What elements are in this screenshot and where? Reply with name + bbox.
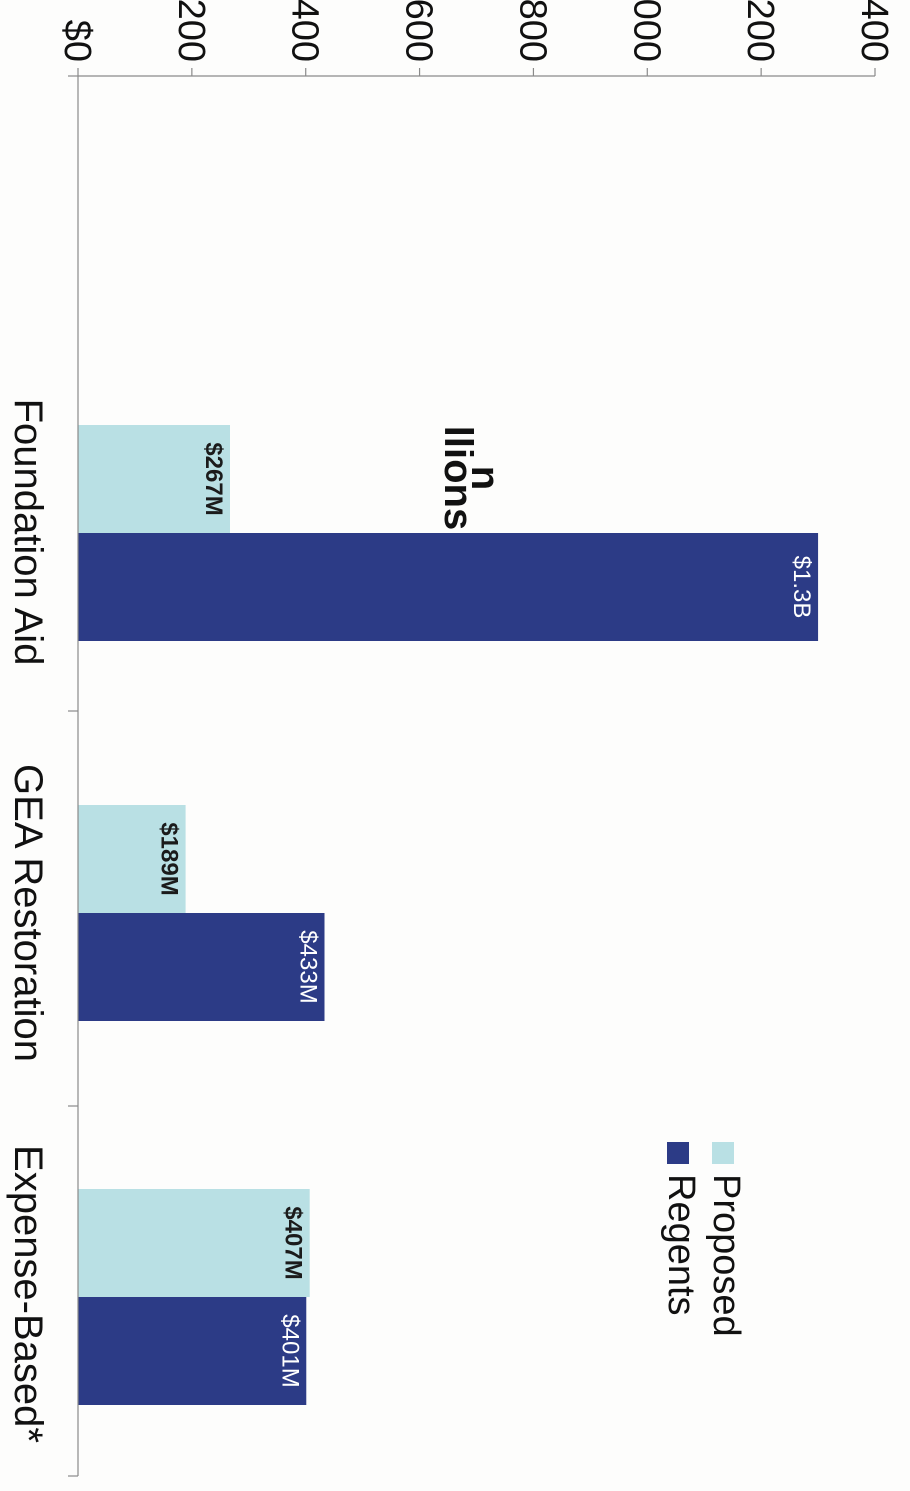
chart-title-line: llions [436, 426, 480, 530]
category-axis: Foundation Aid GEA Restoration Expense-Bas… [6, 75, 79, 1477]
bars: $267M $189M $407M $1.3B $433M $401M [77, 425, 819, 1405]
category-label: Expense-Based* [6, 1145, 50, 1443]
bar-proposed [78, 1189, 310, 1297]
bar-regents [78, 1297, 307, 1405]
legend-label: Proposed [705, 1174, 747, 1337]
value-axis-tick-label: $800 [511, 0, 553, 62]
bar-proposed [77, 425, 230, 533]
value-axis: $0 $200 $400 $600 $800 $1,000 $1,200 $1,400 [56, 0, 895, 77]
bar-data-label: $407M [280, 1206, 307, 1279]
value-axis-tick-label: $200 [170, 0, 212, 62]
value-axis-tick-label: $600 [398, 0, 440, 62]
category-label: Foundation Aid [6, 399, 50, 666]
bar-data-label: $189M [156, 822, 183, 895]
chart-title-line: n [463, 466, 507, 490]
legend-swatch [667, 1142, 689, 1164]
bar-proposed [77, 805, 186, 913]
bar-regents [78, 913, 325, 1021]
value-axis-tick-label: $1,000 [625, 0, 667, 62]
bar-regents [78, 533, 819, 641]
legend-swatch [712, 1142, 734, 1164]
bar-data-label: $267M [200, 442, 227, 515]
value-axis-tick-label: $0 [56, 20, 98, 62]
category-label: GEA Restoration [6, 764, 50, 1062]
value-axis-tick-label: $400 [284, 0, 326, 62]
bar-data-label: $1.3B [788, 556, 815, 619]
value-axis-tick-label: $1,400 [853, 0, 895, 62]
legend-label: Regents [660, 1174, 702, 1316]
value-axis-tick-label: $1,200 [739, 0, 781, 62]
bar-data-label: $433M [295, 930, 322, 1003]
bar-data-label: $401M [276, 1314, 303, 1387]
